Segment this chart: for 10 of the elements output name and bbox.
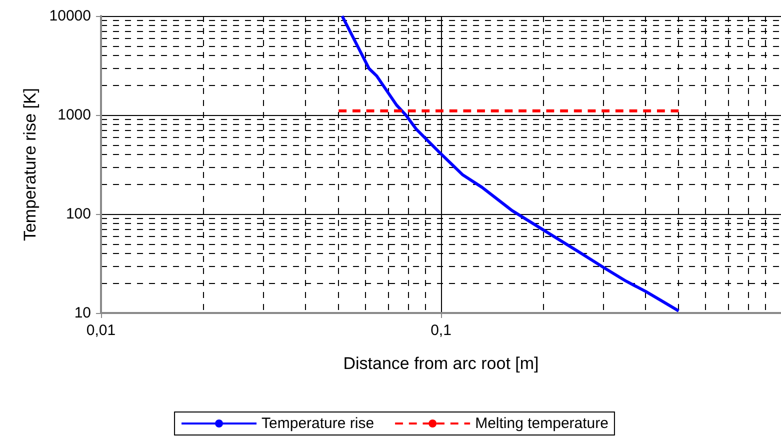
x-tick-label: 0,01 (86, 322, 116, 339)
y-tick-label: 10000 (49, 8, 91, 24)
x-axis-title: Distance from arc root [m] (343, 354, 539, 373)
y-tick-label: 100 (66, 206, 91, 222)
legend-label: Melting temperature (475, 415, 608, 432)
y-tick-label: 10 (74, 304, 91, 322)
y-tick-label: 1000 (58, 106, 91, 124)
y-axis-title: Temperature rise [K] (20, 88, 40, 242)
x-tick-label: 0,1 (430, 322, 452, 339)
legend-label: Temperature rise (262, 415, 374, 432)
